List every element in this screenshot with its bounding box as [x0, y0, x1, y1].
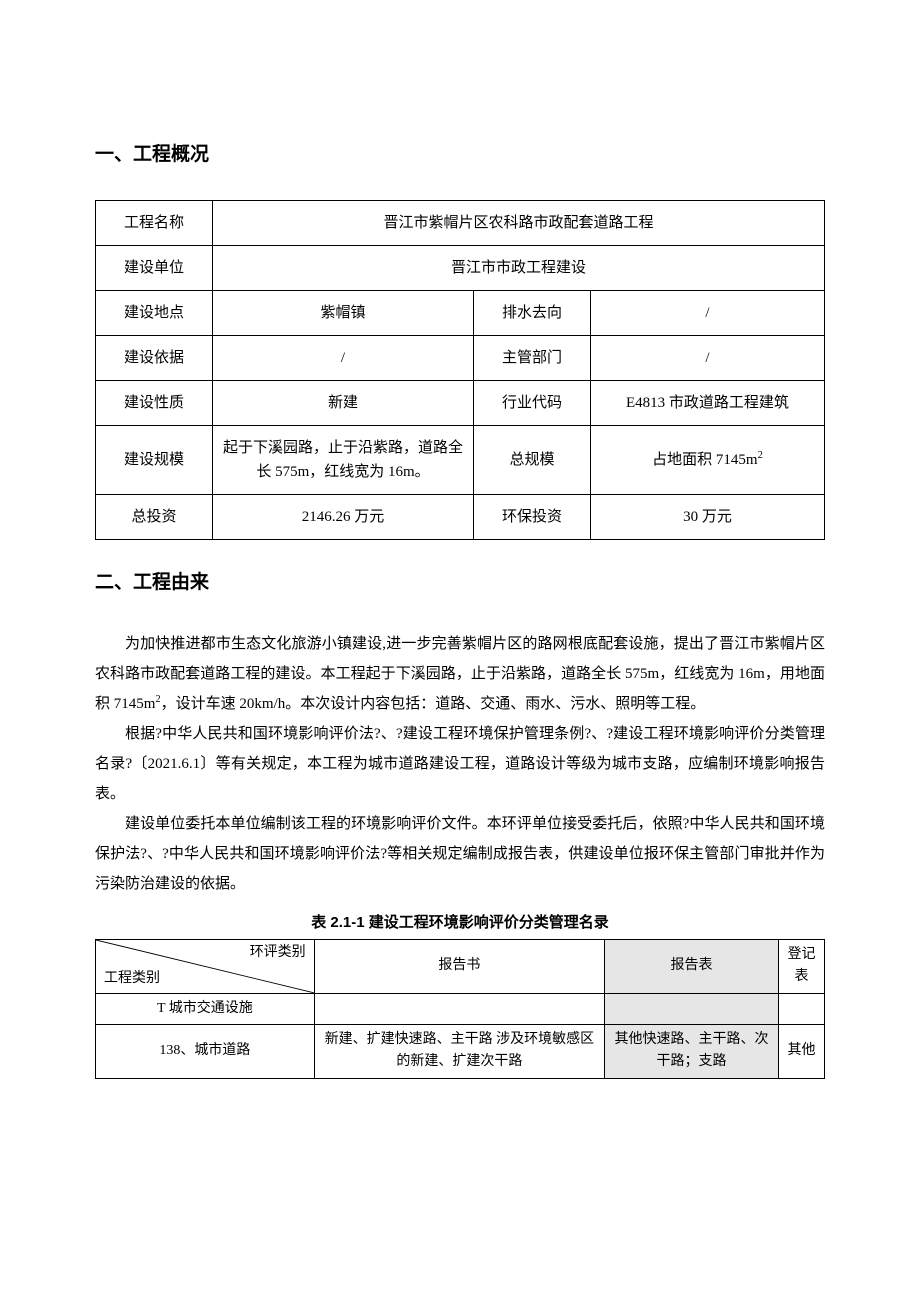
cell-label: 排水去向: [473, 291, 590, 336]
cell-value: E4813 市政道路工程建筑: [590, 381, 824, 426]
cell-label: 工程名称: [96, 201, 213, 246]
cell-value: 30 万元: [590, 495, 824, 540]
cell-value: 紫帽镇: [212, 291, 473, 336]
cell-label: 建设性质: [96, 381, 213, 426]
table-row: 环评类别 工程类别 报告书 报告表 登记表: [96, 939, 825, 993]
cell-value: 占地面积 7145m2: [590, 426, 824, 495]
cell-value: 起于下溪园路，止于沿紫路，道路全长 575m，红线宽为 16m。: [212, 426, 473, 495]
header-cell: 登记表: [778, 939, 824, 993]
paragraph: 为加快推进都市生态文化旅游小镇建设,进一步完善紫帽片区的路网根底配套设施，提出了…: [95, 629, 825, 719]
cell-value: 晋江市市政工程建设: [212, 246, 824, 291]
diag-top-label: 环评类别: [250, 942, 306, 964]
cell-label: 建设地点: [96, 291, 213, 336]
cell-value: 其他快速路、主干路、次干路；支路: [605, 1024, 779, 1078]
cell-value: 新建、扩建快速路、主干路 涉及环境敏感区的新建、扩建次干路: [314, 1024, 604, 1078]
cell-label: 总规模: [473, 426, 590, 495]
cell-label: 环保投资: [473, 495, 590, 540]
paragraph: 建设单位委托本单位编制该工程的环境影响评价文件。本环评单位接受委托后，依照?中华…: [95, 809, 825, 899]
paragraph: 根据?中华人民共和国环境影响评价法?、?建设工程环境保护管理条例?、?建设工程环…: [95, 719, 825, 809]
cell-label: 138、城市道路: [96, 1024, 315, 1078]
cell-label: 建设依据: [96, 336, 213, 381]
table-row: 建设规模 起于下溪园路，止于沿紫路，道路全长 575m，红线宽为 16m。 总规…: [96, 426, 825, 495]
cell-value: [778, 993, 824, 1024]
cell-value: 晋江市紫帽片区农科路市政配套道路工程: [212, 201, 824, 246]
project-info-table: 工程名称 晋江市紫帽片区农科路市政配套道路工程 建设单位 晋江市市政工程建设 建…: [95, 200, 825, 540]
cell-value: /: [590, 336, 824, 381]
cell-label: 主管部门: [473, 336, 590, 381]
table-row: 建设地点 紫帽镇 排水去向 /: [96, 291, 825, 336]
table-caption: 表 2.1-1 建设工程环境影响评价分类管理名录: [95, 911, 825, 935]
table-row: T 城市交通设施: [96, 993, 825, 1024]
cell-label: T 城市交通设施: [96, 993, 315, 1024]
diagonal-header-cell: 环评类别 工程类别: [96, 939, 315, 993]
cell-label: 建设单位: [96, 246, 213, 291]
cell-label: 建设规模: [96, 426, 213, 495]
cell-value: /: [212, 336, 473, 381]
classification-table: 环评类别 工程类别 报告书 报告表 登记表 T 城市交通设施 138、城市道路 …: [95, 939, 825, 1079]
cell-value: /: [590, 291, 824, 336]
table-row: 工程名称 晋江市紫帽片区农科路市政配套道路工程: [96, 201, 825, 246]
table-row: 总投资 2146.26 万元 环保投资 30 万元: [96, 495, 825, 540]
table-row: 建设性质 新建 行业代码 E4813 市政道路工程建筑: [96, 381, 825, 426]
table-row: 建设依据 / 主管部门 /: [96, 336, 825, 381]
cell-value: [605, 993, 779, 1024]
cell-value: 2146.26 万元: [212, 495, 473, 540]
cell-label: 总投资: [96, 495, 213, 540]
header-cell: 报告表: [605, 939, 779, 993]
section1-heading: 一、工程概况: [95, 140, 825, 170]
cell-value: 其他: [778, 1024, 824, 1078]
table-row: 建设单位 晋江市市政工程建设: [96, 246, 825, 291]
cell-value: 新建: [212, 381, 473, 426]
section2-heading: 二、工程由来: [95, 568, 825, 598]
table-row: 138、城市道路 新建、扩建快速路、主干路 涉及环境敏感区的新建、扩建次干路 其…: [96, 1024, 825, 1078]
cell-label: 行业代码: [473, 381, 590, 426]
header-cell: 报告书: [314, 939, 604, 993]
diag-bottom-label: 工程类别: [104, 968, 160, 990]
cell-value: [314, 993, 604, 1024]
